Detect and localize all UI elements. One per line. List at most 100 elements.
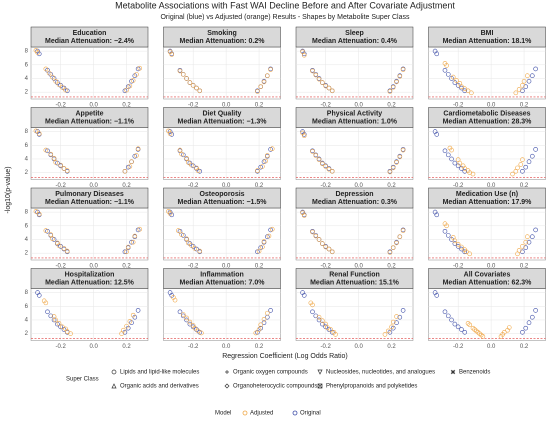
x-tick-label: -0.2	[55, 264, 66, 270]
legend-label: Lipids and lipid-like molecules	[120, 370, 199, 376]
plot-area	[30, 46, 149, 100]
data-point	[455, 324, 461, 330]
x-tick-label: 0.2	[122, 183, 131, 189]
plot-area	[428, 46, 546, 100]
data-point	[467, 322, 472, 328]
panel-subtitle: Median Attenuation: −2.4%	[45, 38, 135, 45]
x-tick-label: 0.2	[520, 183, 529, 189]
data-point	[325, 325, 330, 330]
data-point	[459, 244, 464, 250]
data-point	[516, 248, 522, 253]
data-point	[192, 246, 198, 251]
data-point	[320, 241, 325, 246]
panel-subtitle: Median Attenuation: 0.2%	[180, 38, 266, 45]
data-point	[462, 86, 468, 92]
y-tick-label: 8	[25, 210, 29, 216]
x-tick-label: 0.2	[387, 264, 396, 270]
x-tick-label: 0.0	[354, 344, 363, 350]
data-point	[462, 88, 468, 94]
x-tick-label: 0.0	[89, 264, 98, 270]
data-point	[130, 312, 136, 318]
data-point	[46, 70, 52, 76]
data-point	[60, 324, 65, 330]
legend-symbol	[111, 369, 117, 375]
legend-symbol	[225, 370, 229, 374]
data-point	[310, 149, 315, 154]
data-point	[442, 228, 448, 234]
data-point	[255, 168, 260, 173]
panel-subtitle: Median Attenuation: 17.9%	[443, 199, 533, 206]
x-tick-label: 0.0	[89, 344, 98, 350]
x-tick-label: -0.2	[453, 183, 464, 189]
data-point	[323, 83, 328, 89]
data-point	[533, 147, 538, 152]
data-point	[124, 249, 129, 255]
data-point	[43, 66, 49, 72]
data-point	[526, 320, 532, 326]
data-point	[189, 243, 194, 248]
data-point	[48, 232, 54, 237]
data-point	[184, 76, 189, 81]
data-point	[258, 322, 264, 328]
data-point	[134, 153, 139, 158]
data-point	[195, 168, 201, 173]
data-point	[518, 162, 524, 167]
panel-subtitle: Median Attenuation: −1.3%	[177, 118, 267, 125]
data-point	[387, 89, 393, 94]
data-point	[197, 88, 203, 94]
data-point	[48, 313, 54, 319]
data-point	[523, 325, 529, 331]
data-point	[397, 234, 403, 240]
data-point	[397, 314, 403, 320]
data-point	[320, 161, 325, 167]
data-point	[533, 66, 538, 72]
panel-title: Appetite	[76, 110, 104, 117]
legend-label: Original	[300, 411, 321, 417]
strip	[30, 107, 149, 128]
data-point	[526, 78, 532, 84]
y-tick-label: 8	[25, 49, 29, 55]
x-tick-label: 0.0	[354, 183, 363, 189]
data-point	[459, 84, 464, 89]
data-point	[445, 152, 451, 158]
y-tick-label: 2	[25, 331, 29, 337]
data-point	[520, 168, 525, 174]
data-point	[434, 212, 440, 218]
data-point	[194, 85, 199, 91]
strip	[30, 187, 149, 209]
data-point	[129, 159, 134, 165]
data-point	[33, 128, 39, 134]
data-point	[50, 74, 55, 80]
data-point	[53, 78, 59, 84]
data-point	[45, 309, 50, 315]
data-point	[520, 244, 525, 249]
data-point	[445, 72, 451, 77]
data-point	[184, 155, 189, 161]
data-point	[180, 72, 186, 77]
data-point	[301, 293, 307, 298]
x-tick-label: 0.0	[89, 103, 98, 109]
data-point	[525, 73, 530, 79]
panel-title: Cardiometabolic Diseases	[443, 110, 530, 117]
data-point	[449, 147, 454, 153]
x-tick-label: 0.2	[387, 103, 396, 109]
data-point	[56, 321, 62, 326]
data-point	[444, 223, 449, 229]
panel-subtitle: Median Attenuation: 15.1%	[310, 279, 400, 286]
plot-area	[428, 288, 546, 341]
data-point	[513, 90, 519, 96]
super-class-legend: Super Class Lipids and lipid-like molecu…	[66, 370, 490, 390]
data-point	[192, 325, 198, 331]
data-point	[397, 154, 403, 160]
data-point	[390, 319, 396, 325]
data-point	[132, 233, 138, 239]
data-point	[261, 320, 267, 326]
data-point	[177, 68, 183, 74]
y-tick-label: 4	[25, 157, 29, 163]
data-point	[190, 83, 196, 88]
x-tick-label: 0.2	[520, 264, 529, 270]
data-point	[326, 85, 332, 91]
y-tick-label: 4	[25, 76, 29, 82]
legend-title: Super Class	[66, 377, 99, 383]
data-point	[64, 248, 70, 254]
